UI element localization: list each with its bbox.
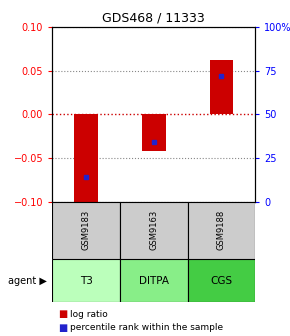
Bar: [209, 60, 233, 114]
Text: DITPA: DITPA: [139, 276, 169, 286]
Bar: [52, 202, 120, 259]
Bar: [120, 202, 188, 259]
Bar: [188, 202, 255, 259]
Text: GSM9183: GSM9183: [81, 210, 90, 250]
Text: ■: ■: [58, 323, 67, 333]
Text: CGS: CGS: [210, 276, 232, 286]
Text: percentile rank within the sample: percentile rank within the sample: [70, 323, 223, 332]
Title: GDS468 / 11333: GDS468 / 11333: [102, 11, 205, 24]
Bar: [74, 114, 98, 203]
Bar: [142, 114, 166, 151]
Text: log ratio: log ratio: [70, 310, 107, 319]
Text: agent ▶: agent ▶: [8, 276, 46, 286]
Text: ■: ■: [58, 309, 67, 319]
Text: GSM9163: GSM9163: [149, 210, 158, 250]
Text: GSM9188: GSM9188: [217, 210, 226, 250]
Bar: [52, 259, 120, 302]
Text: T3: T3: [79, 276, 93, 286]
Bar: [188, 259, 255, 302]
Bar: [120, 259, 188, 302]
